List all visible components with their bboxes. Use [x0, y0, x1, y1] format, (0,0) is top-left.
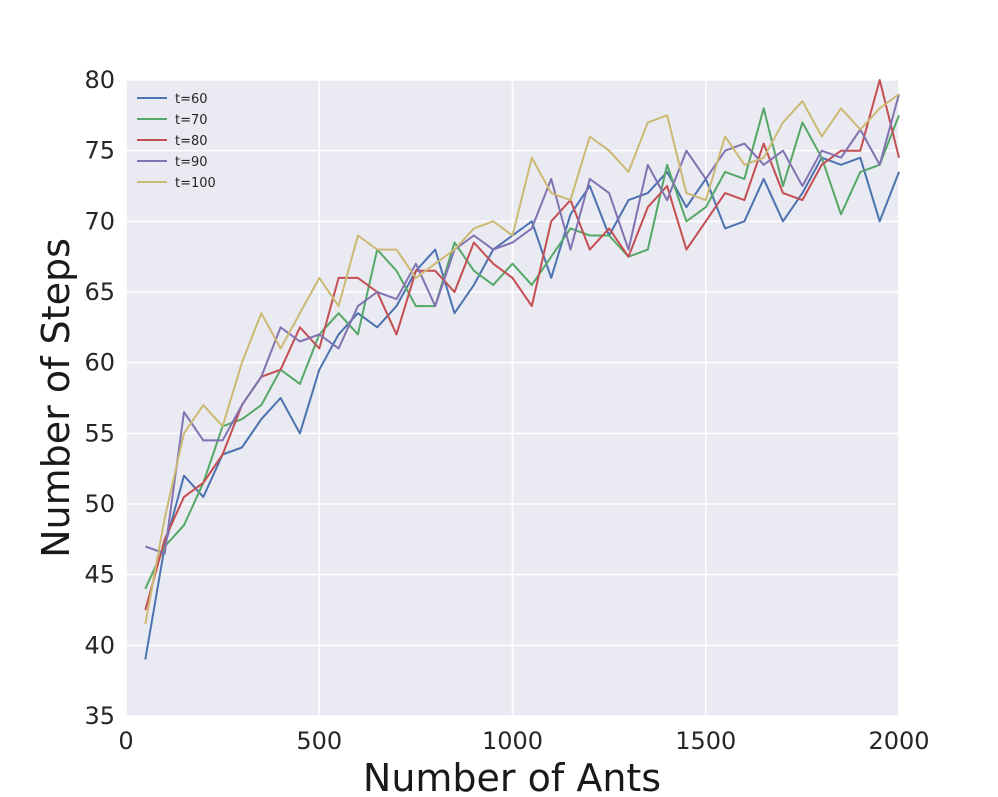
grid-lines — [125, 79, 900, 717]
x-tick-label: 500 — [296, 727, 342, 755]
legend-label: t=100 — [175, 176, 216, 191]
y-tick-label: 55 — [84, 419, 115, 447]
series-line-t-80 — [144, 79, 900, 611]
legend-label: t=90 — [175, 155, 208, 170]
y-axis-label: Number of Steps — [34, 238, 78, 558]
series-line-t-90 — [144, 93, 900, 555]
y-tick-label: 70 — [84, 207, 115, 235]
y-tick-label: 50 — [84, 490, 115, 518]
x-tick-label: 1500 — [675, 727, 736, 755]
x-axis-label: Number of Ants — [363, 756, 661, 797]
x-tick-label: 1000 — [482, 727, 543, 755]
y-tick-label: 45 — [84, 561, 115, 589]
x-tick-label: 2000 — [868, 727, 929, 755]
x-tick-label: 0 — [118, 727, 133, 755]
legend-label: t=80 — [175, 134, 208, 149]
legend: t=60 t=70 t=80 t=90 t=100 — [137, 92, 216, 191]
y-tick-label: 65 — [84, 278, 115, 306]
x-tick-labels: 0 500 1000 1500 2000 — [118, 727, 929, 755]
series-line-t-60 — [144, 156, 900, 660]
y-tick-label: 60 — [84, 349, 115, 377]
series-lines — [144, 79, 900, 660]
legend-label: t=60 — [175, 92, 208, 107]
series-line-t-100 — [144, 93, 900, 625]
y-tick-label: 75 — [84, 137, 115, 165]
y-tick-labels: 35 40 45 50 55 60 65 70 75 80 — [84, 66, 115, 730]
legend-label: t=70 — [175, 113, 208, 128]
y-tick-label: 35 — [84, 702, 115, 730]
y-tick-label: 80 — [84, 66, 115, 94]
y-tick-label: 40 — [84, 631, 115, 659]
series-line-t-70 — [144, 107, 900, 590]
